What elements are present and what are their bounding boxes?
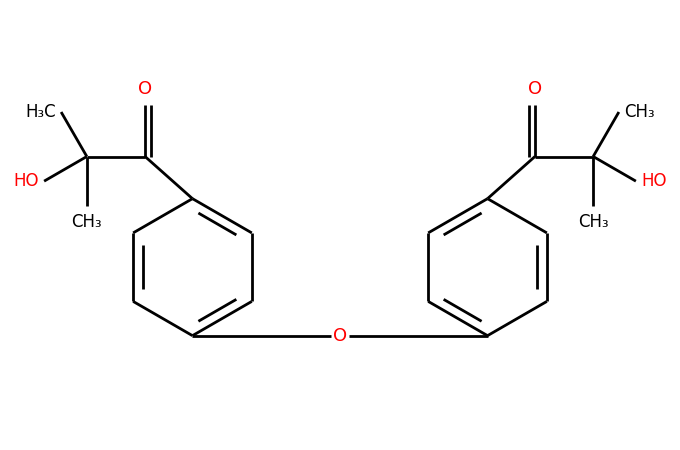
Text: CH₃: CH₃ (71, 213, 102, 231)
Text: CH₃: CH₃ (578, 213, 609, 231)
Text: HO: HO (641, 172, 666, 190)
Text: O: O (138, 80, 152, 98)
Text: CH₃: CH₃ (624, 103, 655, 121)
Text: O: O (528, 80, 542, 98)
Text: H₃C: H₃C (25, 103, 56, 121)
Text: O: O (333, 327, 347, 345)
Text: HO: HO (14, 172, 39, 190)
